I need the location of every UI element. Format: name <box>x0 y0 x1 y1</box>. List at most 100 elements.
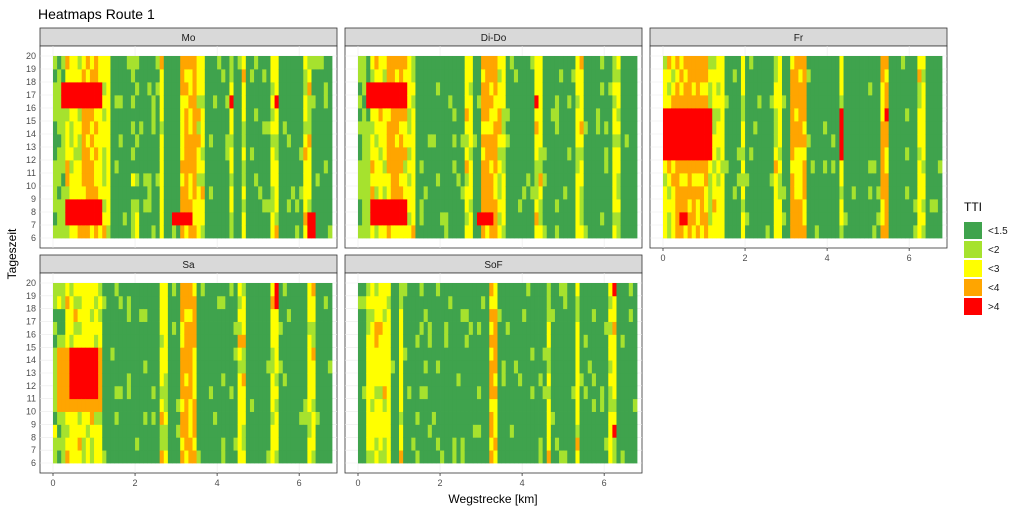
heatmap-cell <box>89 373 95 387</box>
heatmap-cell <box>374 69 379 83</box>
heatmap-cell <box>85 95 91 109</box>
heatmap-cell <box>472 121 478 135</box>
heatmap-cell <box>595 56 601 70</box>
heatmap-cell <box>61 56 66 70</box>
heatmap-cell <box>884 121 890 135</box>
heatmap-cell <box>192 347 198 361</box>
heatmap-cell <box>472 56 478 70</box>
heatmap-cell <box>880 173 885 187</box>
heatmap-cell <box>448 160 453 174</box>
heatmap-cell <box>57 186 62 200</box>
heatmap-cell <box>749 173 754 187</box>
heatmap-cell <box>513 411 519 425</box>
heatmap-cell <box>522 160 527 174</box>
heatmap-cell <box>452 121 457 135</box>
heatmap-cell <box>608 411 613 425</box>
heatmap-cell <box>587 160 593 174</box>
heatmap-cell <box>518 360 523 374</box>
heatmap-cell <box>546 147 552 161</box>
heatmap-cell <box>571 160 576 174</box>
heatmap-cell <box>567 360 572 374</box>
heatmap-cell <box>587 82 593 96</box>
heatmap-cell <box>720 225 725 239</box>
heatmap-cell <box>896 69 902 83</box>
heatmap-cell <box>233 424 239 438</box>
heatmap-cell <box>427 108 433 122</box>
heatmap-cell <box>704 134 709 148</box>
heatmap-cell <box>362 56 367 70</box>
heatmap-cell <box>358 360 363 374</box>
heatmap-cell <box>221 121 226 135</box>
heatmap-cell <box>773 160 779 174</box>
heatmap-cell <box>753 199 758 213</box>
heatmap-cell <box>859 147 865 161</box>
heatmap-cell <box>448 437 453 451</box>
heatmap-cell <box>522 82 527 96</box>
heatmap-cell <box>77 134 83 148</box>
heatmap-cell <box>89 424 95 438</box>
heatmap-cell <box>303 385 308 400</box>
heatmap-cell <box>245 69 251 83</box>
heatmap-cell <box>827 69 832 83</box>
heatmap-cell <box>106 225 111 239</box>
heatmap-cell <box>456 95 461 109</box>
heatmap-cell <box>818 108 824 122</box>
heatmap-cell <box>192 56 198 70</box>
heatmap-cell <box>624 147 630 161</box>
heatmap-cell <box>386 283 392 297</box>
heatmap-cell <box>632 334 638 348</box>
heatmap-cell <box>542 186 548 200</box>
heatmap-cell <box>81 134 87 148</box>
heatmap-cell <box>675 225 680 239</box>
heatmap-cell <box>180 295 185 310</box>
heatmap-cell <box>563 450 568 464</box>
heatmap-cell <box>61 82 66 96</box>
heatmap-cell <box>192 283 198 297</box>
heatmap-cell <box>740 160 746 174</box>
heatmap-cell <box>864 173 869 187</box>
heatmap-cell <box>591 147 597 161</box>
heatmap-cell <box>290 295 296 310</box>
heatmap-cell <box>155 147 161 161</box>
heatmap-cell <box>671 134 676 148</box>
heatmap-cell <box>628 225 634 239</box>
heatmap-cell <box>753 212 758 226</box>
heatmap-cell <box>913 121 918 135</box>
heatmap-cell <box>370 56 375 70</box>
heatmap-cell <box>542 424 548 438</box>
heatmap-cells <box>53 56 333 239</box>
heatmap-cell <box>538 121 544 135</box>
heatmap-cell <box>98 160 103 174</box>
heatmap-cell <box>476 321 482 335</box>
heatmap-cell <box>403 283 408 297</box>
heatmap-cell <box>315 147 321 161</box>
heatmap-cell <box>435 385 441 400</box>
heatmap-cell <box>591 82 597 96</box>
heatmap-cell <box>888 160 894 174</box>
heatmap-cell <box>818 147 824 161</box>
heatmap-cell <box>374 160 379 174</box>
heatmap-cell <box>513 360 519 374</box>
heatmap-cell <box>382 69 388 83</box>
heatmap-cell <box>913 199 918 213</box>
heatmap-cell <box>786 56 791 70</box>
heatmap-cell <box>73 283 79 297</box>
heatmap-cell <box>435 199 441 213</box>
heatmap-cell <box>85 186 91 200</box>
heatmap-cell <box>213 437 218 451</box>
heatmap-cell <box>419 295 425 310</box>
heatmap-cell <box>431 186 437 200</box>
heatmap-cell <box>114 308 120 322</box>
heatmap-cell <box>452 108 457 122</box>
heatmap-cell <box>757 212 762 226</box>
heatmap-cell <box>77 186 83 200</box>
heatmap-cell <box>663 199 668 213</box>
heatmap-cell <box>708 82 713 96</box>
heatmap-cell <box>595 295 601 310</box>
heatmap-cell <box>159 360 165 374</box>
heatmap-cell <box>620 283 626 297</box>
heatmap-cell <box>616 321 621 335</box>
heatmap-cell <box>909 121 914 135</box>
heatmap-cell <box>192 373 198 387</box>
heatmap-cell <box>431 212 437 226</box>
